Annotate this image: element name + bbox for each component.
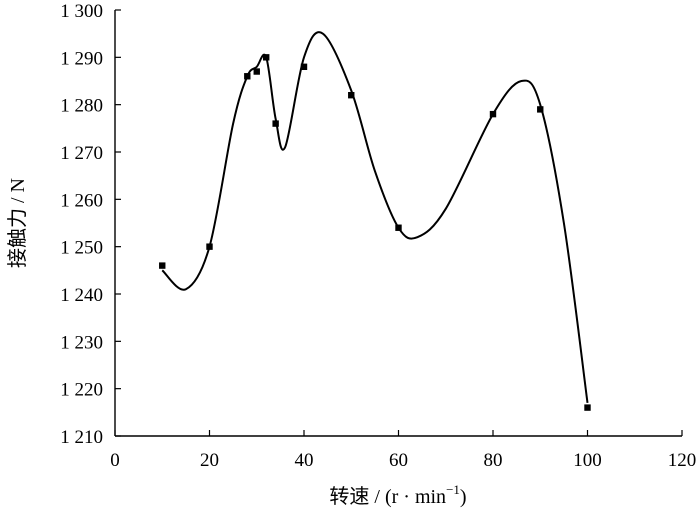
x-tick-label: 0 [110,450,120,471]
y-tick-label: 1 280 [60,96,103,117]
data-point [300,63,308,70]
y-tick-label: 1 270 [60,143,103,164]
y-tick-label: 1 210 [60,427,103,448]
y-axis-title: 接触力 / N [6,178,29,268]
x-axis-title-main: 转速 / (r · min [329,485,446,508]
data-point [584,404,591,411]
x-ticks: 0 20 40 60 80 100 120 [110,430,696,471]
y-tick-label: 1 240 [60,285,103,306]
x-axis-title: 转速 / (r · min−1) [329,482,466,508]
data-point [244,73,251,80]
data-point [206,243,213,250]
axes [114,10,682,437]
y-tick-label: 1 260 [60,190,103,211]
y-tick-label: 1 300 [60,1,103,22]
x-tick-label: 80 [484,450,503,471]
x-tick-label: 60 [389,450,408,471]
data-point [272,120,279,127]
series-curve [161,31,589,403]
y-tick-label: 1 250 [60,238,103,259]
y-tick-label: 1 230 [60,332,103,353]
x-tick-label: 40 [295,450,314,471]
data-point [395,224,402,231]
x-tick-label: 100 [573,450,602,471]
data-point [159,262,166,269]
data-point [263,54,270,61]
data-point [537,106,544,113]
y-tick-label: 1 220 [60,380,103,401]
x-axis-title-superscript: −1 [446,482,460,497]
data-point [253,68,260,75]
y-ticks: 1 210 1 220 1 230 1 240 1 250 1 260 1 270 1 280… [60,1,121,448]
x-tick-label: 20 [200,450,219,471]
y-tick-label: 1 290 [60,48,103,69]
x-axis-title-close: ) [460,486,467,508]
x-tick-label: 120 [668,450,697,471]
data-markers [159,54,591,411]
data-point [489,110,497,118]
data-point [348,92,355,99]
